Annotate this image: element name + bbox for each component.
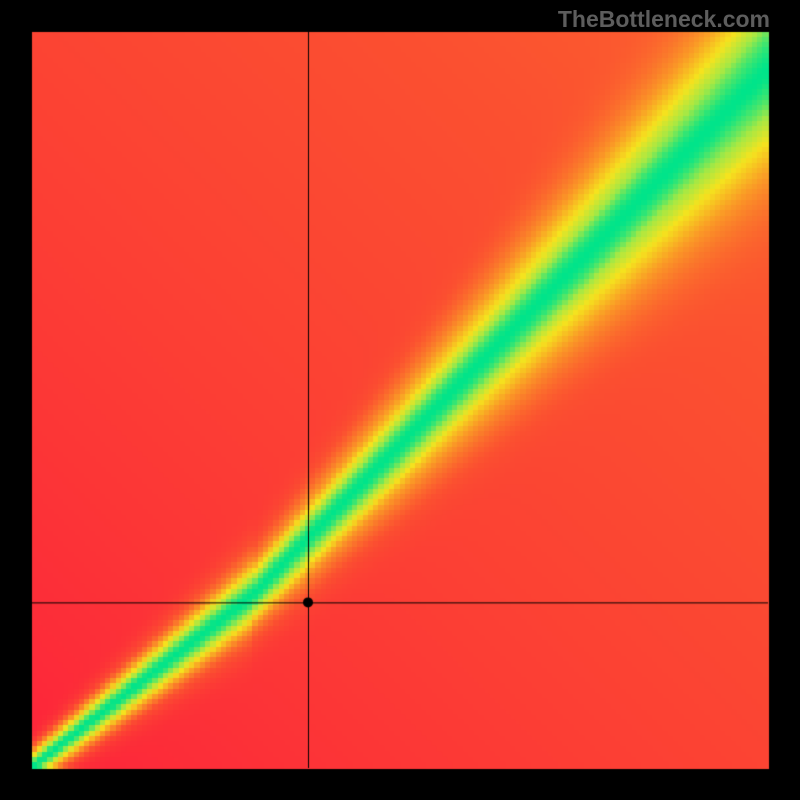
- chart-container: TheBottleneck.com: [0, 0, 800, 800]
- heatmap-canvas: [0, 0, 800, 800]
- watermark-text: TheBottleneck.com: [558, 6, 770, 33]
